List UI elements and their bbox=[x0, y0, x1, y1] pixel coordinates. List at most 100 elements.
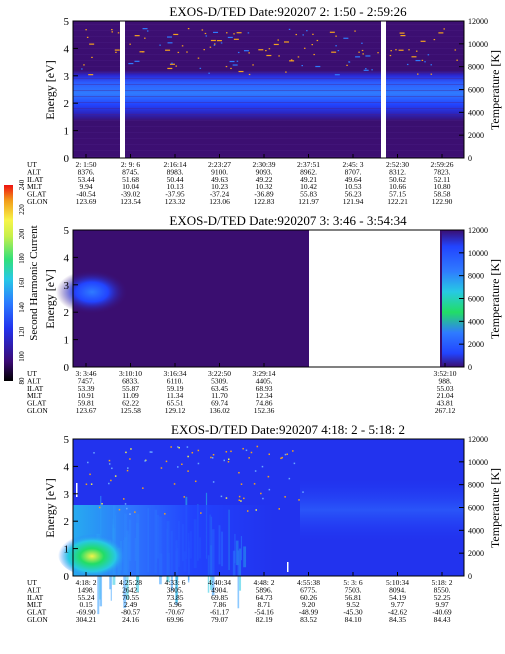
row-label: ILAT bbox=[27, 384, 44, 393]
panel-3-hot-spot bbox=[58, 532, 126, 576]
table-cell: 73.85 bbox=[167, 593, 184, 602]
table-cell: 4405. bbox=[256, 376, 273, 385]
y-right-tick-label: 0 bbox=[468, 363, 472, 372]
panel-1-dot bbox=[335, 35, 337, 37]
panel-1-dot bbox=[283, 41, 289, 43]
table-cell: 6110. bbox=[167, 376, 184, 385]
panel-1-high-energy-dots bbox=[81, 28, 458, 76]
panel-3-dot bbox=[183, 496, 186, 498]
panel-1-dot bbox=[181, 45, 184, 47]
table-cell: 11.09 bbox=[122, 391, 139, 400]
panel-3-dot bbox=[210, 456, 212, 459]
panel-2: EXOS-D/TED Date:920207 3: 3:46 - 3:54:34… bbox=[27, 213, 502, 415]
panel-1-dot bbox=[443, 28, 445, 30]
table-cell: 121.97 bbox=[298, 197, 319, 206]
table-cell: 56.81 bbox=[345, 593, 362, 602]
y-tick-label: 0 bbox=[64, 362, 70, 374]
panel-1-dot bbox=[208, 72, 210, 74]
panel-1-dot bbox=[229, 60, 235, 63]
table-cell: 4:33: 6 bbox=[164, 578, 185, 587]
panel-2-ylabel: Energy [eV] bbox=[43, 269, 57, 328]
panel-1-dot bbox=[209, 46, 212, 48]
table-cell: -40.69 bbox=[432, 608, 452, 617]
panel-1-dot bbox=[268, 48, 271, 50]
table-cell: 267.12 bbox=[435, 406, 456, 415]
table-cell: 11.70 bbox=[211, 391, 228, 400]
y-tick-label: 0 bbox=[64, 571, 70, 583]
panel-1-dot bbox=[175, 65, 178, 67]
table-cell: 55.83 bbox=[300, 190, 317, 199]
table-cell: 7457. bbox=[78, 376, 95, 385]
row-label: ILAT bbox=[27, 175, 44, 184]
panel-3-dot bbox=[110, 479, 112, 482]
panel-1-dot bbox=[237, 51, 240, 54]
colorbar-label: Second Harmonic Current bbox=[28, 225, 40, 340]
panel-1-dot bbox=[233, 33, 235, 35]
table-cell: 125.58 bbox=[120, 406, 141, 415]
panel-1-dot bbox=[406, 63, 409, 66]
row-label: UT bbox=[27, 578, 37, 587]
panel-3-dot bbox=[124, 503, 127, 505]
table-cell: 3:52:10 bbox=[434, 369, 457, 378]
panel-1-dot bbox=[358, 51, 360, 53]
panel-3-dot bbox=[89, 473, 91, 476]
panel-2-axes: 0 1 2 3 4 5 0 2000 4000 6000 8000 10000 12000 bbox=[64, 225, 489, 374]
panel-1-dot bbox=[433, 38, 436, 41]
table-cell: 51.68 bbox=[122, 175, 139, 184]
table-cell: 62.22 bbox=[122, 399, 139, 408]
panel-1-dot bbox=[243, 50, 249, 52]
table-cell: 55.87 bbox=[122, 384, 139, 393]
table-cell: 8707. bbox=[345, 167, 362, 176]
y-right-tick-label: 8000 bbox=[468, 272, 484, 281]
table-cell: -69.90 bbox=[76, 608, 96, 617]
table-cell: 24.16 bbox=[122, 615, 139, 624]
panel-3-dot bbox=[191, 451, 194, 454]
row-label: UT bbox=[27, 369, 37, 378]
panel-2-data-gap bbox=[309, 230, 440, 367]
panel-3-dot bbox=[126, 507, 128, 510]
table-cell: 2:16:14 bbox=[164, 160, 187, 169]
panel-1-dot bbox=[395, 49, 397, 51]
row-label: ALT bbox=[27, 585, 41, 594]
table-cell: 9093. bbox=[256, 167, 273, 176]
table-cell: 121.94 bbox=[343, 197, 364, 206]
panel-1-data-gap-b bbox=[381, 21, 386, 158]
panel-3-dot bbox=[261, 465, 264, 468]
y-right-tick-label: 2000 bbox=[468, 340, 484, 349]
table-cell: 122.90 bbox=[432, 197, 453, 206]
panel-1-dot bbox=[337, 50, 340, 52]
panel-3-dot bbox=[111, 467, 113, 470]
y-tick-label: 5 bbox=[64, 434, 70, 446]
panel-1-dot bbox=[302, 34, 304, 36]
panel-3-dot bbox=[164, 513, 166, 515]
panel-1-dot bbox=[258, 49, 264, 51]
panel-3-dot bbox=[225, 451, 228, 453]
table-cell: -61.17 bbox=[210, 608, 230, 617]
panel-3-dot bbox=[242, 447, 244, 450]
row-label: GLAT bbox=[27, 190, 47, 199]
panel-1-dot bbox=[290, 59, 293, 61]
panel-1: EXOS-D/TED Date:920207 2: 1:50 - 2:59:26… bbox=[27, 4, 502, 206]
table-cell: 4:48: 2 bbox=[253, 578, 274, 587]
panel-1-dot bbox=[335, 45, 337, 47]
panel-3-dot bbox=[212, 453, 215, 456]
panel-1-dot bbox=[371, 69, 373, 71]
panel-3-marker bbox=[76, 483, 78, 497]
panel-1-dot bbox=[362, 53, 364, 55]
table-cell: 10.13 bbox=[167, 182, 184, 191]
row-label: GLON bbox=[27, 615, 48, 624]
panel-3-dot bbox=[142, 487, 144, 489]
table-cell: 123.32 bbox=[165, 197, 186, 206]
table-cell: 8376. bbox=[78, 167, 95, 176]
panel-3-dot bbox=[227, 460, 230, 463]
panel-3-dot bbox=[280, 457, 282, 460]
panel-3-streak bbox=[237, 550, 240, 609]
panel-3-dot bbox=[108, 482, 110, 485]
panel-3-dot bbox=[126, 469, 129, 472]
y-tick-label: 2 bbox=[64, 516, 70, 528]
table-cell: 50.62 bbox=[389, 175, 406, 184]
panel-1-dot bbox=[186, 51, 188, 53]
table-cell: 6833. bbox=[122, 376, 139, 385]
panel-1-dot bbox=[361, 49, 364, 52]
